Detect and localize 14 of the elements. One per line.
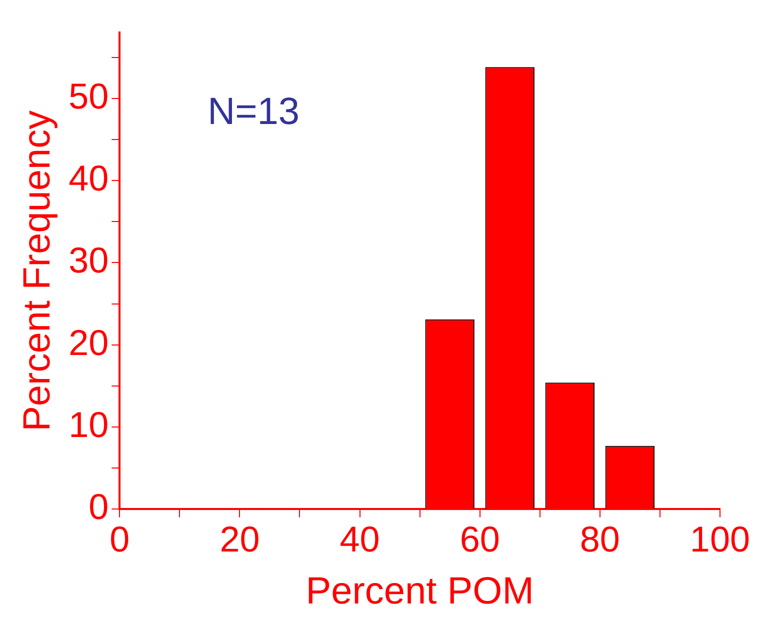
y-tick-label: 50 — [68, 75, 109, 116]
y-tick-label: 20 — [68, 322, 109, 363]
y-tick-label: 0 — [88, 486, 109, 528]
x-tick-label: 20 — [220, 518, 260, 560]
y-tick-label: 10 — [68, 404, 109, 445]
annotation: N=13 — [208, 91, 300, 134]
x-tick-label: 80 — [580, 518, 620, 560]
x-axis-title: Percent POM — [306, 570, 534, 613]
y-tick-label: 40 — [68, 157, 109, 198]
y-tick-label: 30 — [68, 240, 109, 281]
x-tick-label: 60 — [460, 518, 500, 560]
x-tick-label: 40 — [340, 518, 380, 560]
y-axis-title: Percent Frequency — [16, 110, 58, 432]
x-tick-label: 100 — [690, 518, 750, 560]
